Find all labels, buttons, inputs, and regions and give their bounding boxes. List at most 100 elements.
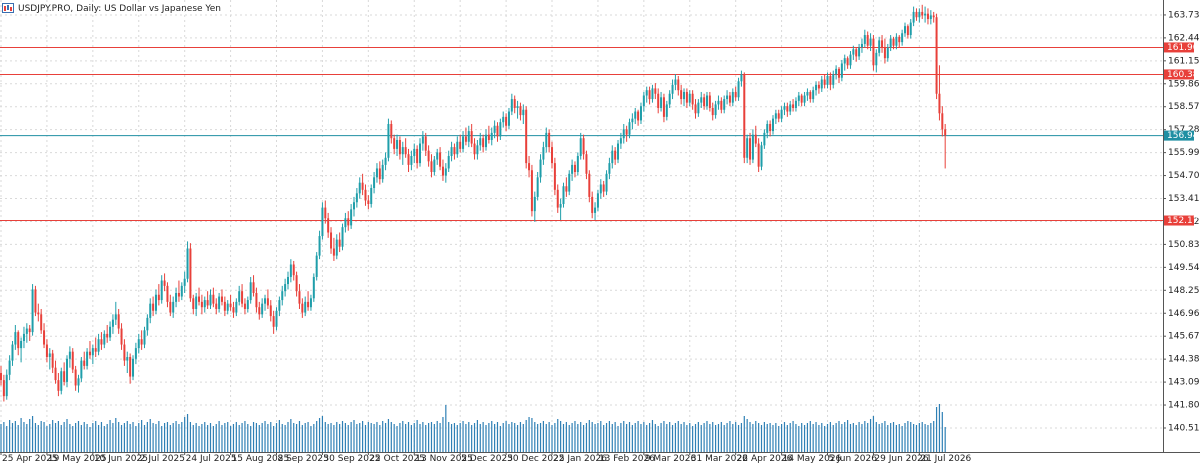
volume-bar	[367, 422, 369, 452]
candle-body	[872, 38, 875, 66]
candle-body	[304, 301, 307, 313]
volume-bar	[209, 423, 212, 452]
volume-bar	[120, 425, 123, 452]
volume-bar	[224, 423, 226, 452]
candle-body	[456, 141, 459, 155]
candle-body	[866, 35, 869, 46]
volume-bar	[115, 418, 117, 452]
candle-body	[490, 132, 493, 140]
volume-bar	[714, 425, 717, 452]
volume-bar	[456, 425, 458, 452]
volume-bar	[674, 423, 677, 452]
candle-body	[921, 11, 924, 16]
candle-body	[91, 348, 94, 356]
candle-body	[685, 91, 688, 103]
volume-bar	[683, 422, 685, 452]
volume-bar	[60, 425, 62, 452]
volume-bar	[227, 422, 229, 452]
candle-body	[235, 301, 238, 313]
volume-bar	[631, 425, 633, 452]
volume-bar	[712, 422, 714, 452]
x-tick-label: 24 Jul 2025	[186, 454, 237, 464]
volume-bar	[539, 423, 542, 452]
x-tick-label: 22 Jan 2026	[553, 454, 607, 464]
volume-bar	[634, 423, 636, 452]
candle-body	[889, 38, 892, 48]
volume-bar	[278, 420, 280, 452]
candle-body	[895, 36, 898, 46]
candle-body	[241, 291, 244, 304]
candle-body	[728, 95, 731, 103]
volume-bar	[318, 418, 321, 452]
volume-bar	[933, 421, 935, 452]
candle-body	[878, 40, 881, 53]
volume-bar	[284, 425, 286, 452]
candle-body	[711, 107, 714, 116]
candle-body	[840, 63, 843, 78]
candle-body	[892, 38, 895, 46]
volume-bar	[310, 426, 312, 452]
volume-bar	[795, 424, 797, 452]
volume-bar	[803, 425, 806, 452]
volume-bar	[617, 426, 619, 452]
volume-bar	[410, 425, 412, 452]
volume-bar	[175, 421, 177, 452]
volume-bar	[390, 422, 392, 452]
candle-body	[929, 15, 932, 20]
volume-bar	[0, 424, 2, 452]
candle-body	[863, 35, 866, 44]
volume-bar	[554, 423, 556, 452]
candle-body	[829, 75, 832, 85]
x-tick-label: 31 Mar 2026	[691, 454, 748, 464]
candle-body	[596, 193, 599, 208]
candle-body	[238, 291, 241, 302]
y-tick-label: 150.830	[1168, 240, 1200, 250]
volume-bar	[603, 425, 605, 452]
candle-body	[407, 154, 410, 165]
volume-bar	[562, 424, 565, 452]
y-tick-label: 145.670	[1168, 332, 1200, 342]
volume-bar	[826, 424, 829, 452]
volume-bar	[100, 422, 103, 452]
x-tick-label: 5 Dec 2025	[461, 454, 513, 464]
volume-bar	[519, 422, 522, 452]
candle-body	[507, 111, 510, 126]
y-tick-label: 163.730	[1168, 10, 1200, 20]
volume-bar	[849, 424, 852, 452]
volume-bar	[353, 420, 355, 452]
volume-bar	[141, 420, 143, 452]
volume-bar	[651, 420, 654, 452]
candle-body	[0, 373, 3, 381]
candle-body	[820, 79, 823, 89]
candle-body	[757, 143, 760, 167]
candle-body	[60, 371, 63, 391]
volume-bar	[892, 422, 895, 452]
volume-bar	[597, 423, 599, 452]
candle-body	[447, 156, 450, 169]
candle-body	[218, 296, 221, 309]
x-tick-label: 29 Jun 2026	[874, 454, 928, 464]
volume-bar	[775, 423, 777, 452]
volume-bar	[95, 421, 97, 452]
volume-bar	[640, 424, 642, 452]
candle-body	[88, 351, 91, 356]
volume-bar	[270, 422, 272, 452]
candle-body	[519, 106, 522, 116]
candle-body	[786, 106, 789, 112]
candle-body	[473, 143, 476, 155]
volume-bar	[419, 424, 421, 452]
candle-body	[737, 81, 740, 98]
price-level-label: 161.903	[1167, 43, 1200, 53]
candle-body	[86, 351, 89, 366]
volume-bar	[473, 423, 476, 452]
candle-body	[347, 218, 350, 226]
volume-bar	[488, 423, 490, 452]
volume-bar	[304, 423, 306, 452]
candle-body	[617, 143, 620, 160]
volume-bar	[580, 422, 582, 452]
volume-bar	[364, 425, 367, 452]
candle-body	[226, 303, 229, 311]
candle-body	[364, 189, 367, 201]
candle-body	[944, 129, 947, 136]
